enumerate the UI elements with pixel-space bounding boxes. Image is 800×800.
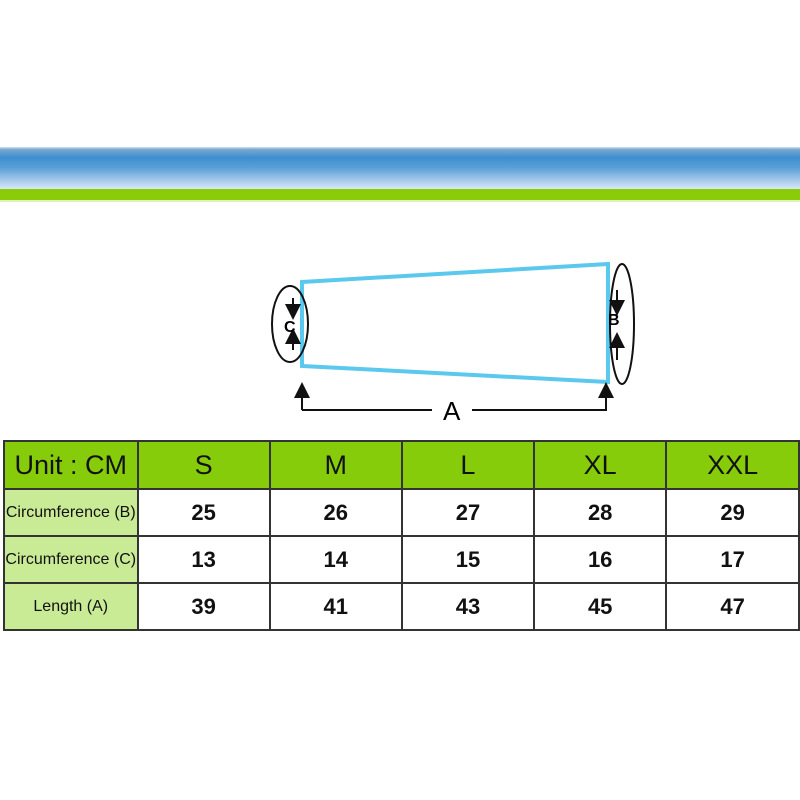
table-cell: 26 bbox=[268, 488, 403, 537]
label-a: A bbox=[443, 396, 461, 426]
circumference-c-loop bbox=[271, 285, 309, 363]
table-cell: 45 bbox=[533, 582, 668, 631]
row-label: Circumference (B) bbox=[3, 488, 139, 537]
header-green-band bbox=[0, 189, 800, 202]
table-cell: 17 bbox=[665, 535, 800, 584]
table-cell: 16 bbox=[533, 535, 668, 584]
size-header: M bbox=[268, 440, 403, 490]
size-header: XL bbox=[533, 440, 668, 490]
label-b: B bbox=[608, 312, 620, 329]
size-header: XXL bbox=[665, 440, 800, 490]
size-header: S bbox=[136, 440, 271, 490]
table-cell: 13 bbox=[136, 535, 271, 584]
table-row: Circumference (B) 25 26 27 28 29 bbox=[3, 488, 800, 537]
sleeve-diagram: C B A bbox=[271, 261, 635, 426]
circumference-b-loop bbox=[609, 263, 635, 385]
table-cell: 43 bbox=[400, 582, 536, 631]
header-blue-band bbox=[0, 147, 800, 189]
table-cell: 25 bbox=[136, 488, 271, 537]
table-cell: 47 bbox=[665, 582, 800, 631]
row-label: Length (A) bbox=[3, 582, 139, 631]
table-row: Circumference (C) 13 14 15 16 17 bbox=[3, 535, 800, 584]
row-label: Circumference (C) bbox=[3, 535, 139, 584]
table-cell: 28 bbox=[533, 488, 668, 537]
table-cell: 41 bbox=[268, 582, 403, 631]
table-cell: 15 bbox=[400, 535, 536, 584]
sleeve-outline bbox=[300, 261, 610, 385]
table-header-row: Unit : CM S M L XL XXL bbox=[3, 440, 800, 490]
table-cell: 39 bbox=[136, 582, 271, 631]
table-cell: 29 bbox=[665, 488, 800, 537]
label-c: C bbox=[284, 319, 296, 336]
length-a-arrow-right bbox=[472, 382, 614, 411]
size-chart-table: Unit : CM S M L XL XXL Circumference (B)… bbox=[3, 440, 800, 631]
table-row: Length (A) 39 41 43 45 47 bbox=[3, 582, 800, 631]
size-header: L bbox=[400, 440, 536, 490]
table-cell: 14 bbox=[268, 535, 403, 584]
unit-label: Unit : CM bbox=[3, 440, 139, 490]
table-cell: 27 bbox=[400, 488, 536, 537]
